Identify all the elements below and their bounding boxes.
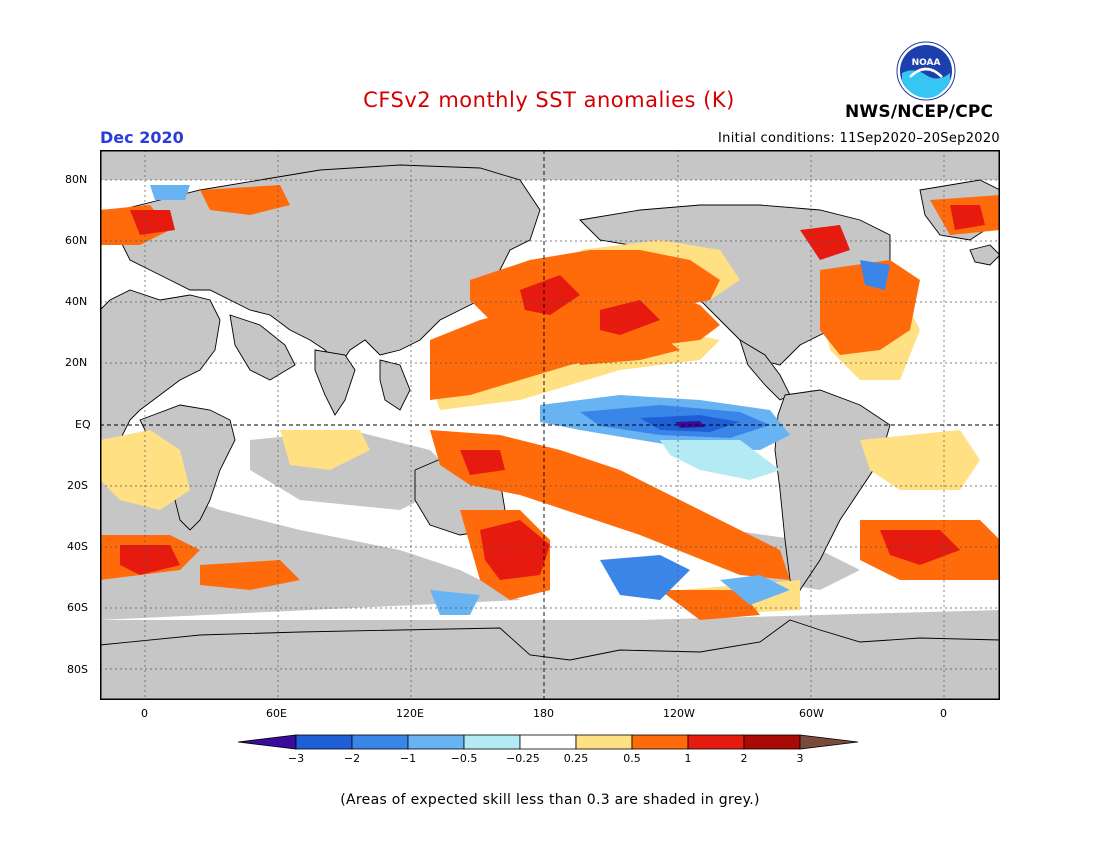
colorbar-tick-label: −2 xyxy=(343,752,361,765)
arabia xyxy=(229,314,296,381)
colorbar-segment-6 xyxy=(575,734,633,750)
anomaly-red xyxy=(120,205,985,580)
india xyxy=(314,349,356,416)
lat-label-40s: 40S xyxy=(67,540,88,553)
lat-label-40n: 40N xyxy=(65,295,88,308)
sst-anomaly-map xyxy=(100,150,1000,700)
colorbar-segment-8 xyxy=(687,734,745,750)
colorbar-segment-5 xyxy=(519,734,577,750)
colorbar-segment-2 xyxy=(351,734,409,750)
noaa-logo-text: NOAA xyxy=(912,58,941,68)
colorbar-tick-label: 0.25 xyxy=(563,752,589,765)
colorbar-segment-7 xyxy=(631,734,689,750)
forecast-month: Dec 2020 xyxy=(100,128,184,147)
colorbar-tick-label: −0.25 xyxy=(506,752,540,765)
indochina xyxy=(379,359,411,411)
lon-label-60e: 60E xyxy=(266,707,287,720)
lat-label-60s: 60S xyxy=(67,601,88,614)
lon-label-60w: 60W xyxy=(799,707,824,720)
lat-label-80s: 80S xyxy=(67,663,88,676)
colorbar-segment-9 xyxy=(743,734,801,750)
colorbar-segment-4 xyxy=(463,734,521,750)
agency-name: NWS/NCEP/CPC xyxy=(845,102,994,122)
lon-label-180: 180 xyxy=(533,707,554,720)
colorbar-tick-label: −0.5 xyxy=(450,752,478,765)
lon-label-0-west: 0 xyxy=(141,707,148,720)
lon-label-120e: 120E xyxy=(396,707,424,720)
map-title: CFSv2 monthly SST anomalies (K) xyxy=(363,88,735,112)
colorbar-tick-label: −3 xyxy=(287,752,305,765)
colorbar-tick-label: 0.5 xyxy=(623,752,641,765)
map-frame xyxy=(100,150,1000,700)
colorbar-segment-3 xyxy=(407,734,465,750)
lat-label-eq: EQ xyxy=(75,418,91,431)
colorbar-segment-1 xyxy=(295,734,353,750)
antarctica xyxy=(100,619,1000,700)
colorbar-tick-label: 1 xyxy=(684,752,692,765)
colorbar xyxy=(238,734,859,750)
lat-label-20s: 20S xyxy=(67,479,88,492)
eurasia xyxy=(119,164,541,366)
lat-label-80n: 80N xyxy=(65,173,88,186)
colorbar-tick-label: 3 xyxy=(796,752,804,765)
colorbar-segment-0 xyxy=(238,734,297,750)
anomaly-negative xyxy=(150,185,890,615)
skill-footnote: (Areas of expected skill less than 0.3 a… xyxy=(340,792,760,808)
initial-conditions: Initial conditions: 11Sep2020–20Sep2020 xyxy=(718,131,1000,146)
noaa-logo: NOAA xyxy=(896,41,956,101)
lon-label-120w: 120W xyxy=(663,707,695,720)
lat-label-20n: 20N xyxy=(65,356,88,369)
colorbar-tick-label: −1 xyxy=(399,752,417,765)
lat-label-60n: 60N xyxy=(65,234,88,247)
colorbar-tick-label: 2 xyxy=(740,752,748,765)
colorbar-segment-10 xyxy=(799,734,859,750)
lon-label-0-east: 0 xyxy=(940,707,947,720)
